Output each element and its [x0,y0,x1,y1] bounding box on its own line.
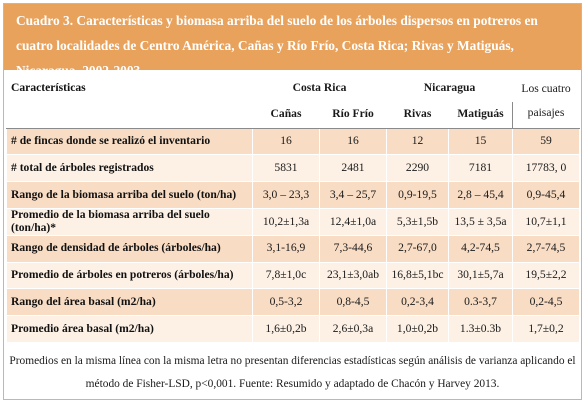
table-row: Rango de densidad de árboles (árboles/ha… [6,234,580,263]
cell-total: 2,7-74,5 [512,234,580,263]
cell-matiguas: 2,8 – 45,4 [448,181,513,209]
header-matiguas: Matiguás [448,100,513,129]
cell-matiguas: 4,2-74,5 [448,234,513,263]
table-figure: Cuadro 3. Características y biomasa arri… [3,3,582,400]
header-costa-rica: Costa Rica [252,74,387,102]
cell-rivas: 5,3±1,5b [386,207,449,236]
header-canas: Cañas [252,100,320,129]
header-rio-frio: Río Frío [319,100,387,129]
header-row-groups: Características Costa Rica Nicaragua Los… [6,74,580,129]
header-characteristics: Características [6,74,253,129]
cell-canas: 1,6±0,2b [252,315,320,343]
header-nicaragua: Nicaragua [386,74,513,102]
cell-canas: 3,1-16,9 [252,234,320,263]
header-four-landscapes-line2: paisajes [527,106,565,120]
header-rivas: Rivas [386,100,449,129]
cell-total: 0,9-45,4 [512,181,580,209]
cell-total: 19,5±2,2 [512,261,580,290]
cell-matiguas: 13,5 ± 3,5a [448,207,513,236]
cell-total: 17783, 0 [512,154,580,183]
cell-rio-frio: 16 [319,127,387,156]
cell-matiguas: 0.3-3,7 [448,288,513,317]
cell-rio-frio: 3,4 – 25,7 [319,181,387,209]
table-row: # de fincas donde se realizó el inventar… [6,127,580,156]
cell-matiguas: 1.3±0.3b [448,315,513,343]
header-four-landscapes: Los cuatro paisajes [512,74,580,129]
cell-canas: 5831 [252,154,320,183]
cell-rio-frio: 0,8-4,5 [319,288,387,317]
row-label: Promedio área basal (m2/ha) [6,315,253,343]
cell-matiguas: 15 [448,127,513,156]
table-caption: Cuadro 3. Características y biomasa arri… [4,4,581,78]
cell-total: 10,7±1,1 [512,207,580,236]
cell-canas: 10,2±1,3a [252,207,320,236]
row-label: Rango de densidad de árboles (árboles/ha… [6,234,253,263]
cell-canas: 16 [252,127,320,156]
header-four-landscapes-line1: Los cuatro [521,82,571,96]
cell-rio-frio: 2,6±0,3a [319,315,387,343]
cell-rivas: 16,8±5,1bc [386,261,449,290]
cell-rivas: 2290 [386,154,449,183]
cell-total: 59 [512,127,580,156]
cell-rio-frio: 23,1±3,0ab [319,261,387,290]
cell-rio-frio: 12,4±1,0a [319,207,387,236]
table-row: Promedio área basal (m2/ha) 1,6±0,2b 2,6… [6,315,580,343]
cell-canas: 3,0 – 23,3 [252,181,320,209]
cell-canas: 0,5-3,2 [252,288,320,317]
table-row: Rango de la biomasa arriba del suelo (to… [6,181,580,209]
cell-rivas: 0,2-3,4 [386,288,449,317]
cell-rio-frio: 7,3-44,6 [319,234,387,263]
table-row: Rango del área basal (m2/ha) 0,5-3,2 0,8… [6,288,580,317]
table-row: Promedio de la biomasa arriba del suelo … [6,207,580,236]
table-footnote: Promedios en la misma línea con la misma… [9,355,576,390]
cell-rio-frio: 2481 [319,154,387,183]
cell-total: 1,7±0,2 [512,315,580,343]
table-row: # total de árboles registrados 5831 2481… [6,154,580,183]
row-label: Promedio de la biomasa arriba del suelo … [6,207,253,236]
cell-matiguas: 7181 [448,154,513,183]
cell-canas: 7,8±1,0c [252,261,320,290]
row-label: # total de árboles registrados [6,154,253,183]
row-label: Rango del área basal (m2/ha) [6,288,253,317]
cell-total: 0,2-4,5 [512,288,580,317]
cell-rivas: 0,9-19,5 [386,181,449,209]
row-label: Promedio de árboles en potreros (árboles… [6,261,253,290]
row-label: # de fincas donde se realizó el inventar… [6,127,253,156]
header-row-sites: Cañas Río Frío Rivas Matiguás [7,100,580,129]
data-table: Características Costa Rica Nicaragua Los… [6,74,580,343]
cell-matiguas: 30,1±5,7a [448,261,513,290]
table-row: Promedio de árboles en potreros (árboles… [6,261,580,290]
cell-rivas: 12 [386,127,449,156]
cell-rivas: 1,0±0,2b [386,315,449,343]
row-label: Rango de la biomasa arriba del suelo (to… [6,181,253,209]
cell-rivas: 2,7-67,0 [386,234,449,263]
